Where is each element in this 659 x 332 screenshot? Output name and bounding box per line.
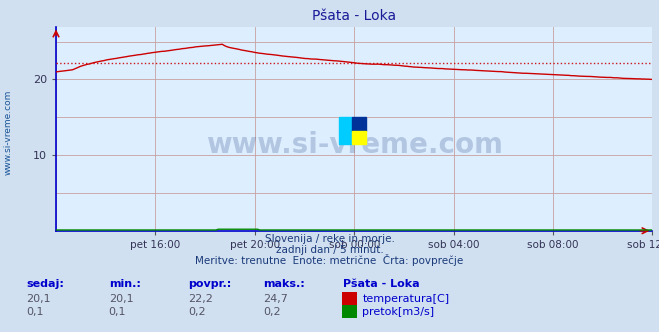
Text: www.si-vreme.com: www.si-vreme.com	[3, 90, 13, 176]
Text: 24,7: 24,7	[264, 294, 289, 304]
Text: temperatura[C]: temperatura[C]	[362, 294, 449, 304]
Text: Pšata - Loka: Pšata - Loka	[343, 279, 419, 289]
Text: www.si-vreme.com: www.si-vreme.com	[206, 131, 503, 159]
Bar	[353, 117, 366, 130]
Text: sedaj:: sedaj:	[26, 279, 64, 289]
Text: 22,2: 22,2	[188, 294, 213, 304]
Text: 0,1: 0,1	[26, 307, 44, 317]
Text: pretok[m3/s]: pretok[m3/s]	[362, 307, 434, 317]
Text: maks.:: maks.:	[264, 279, 305, 289]
Text: min.:: min.:	[109, 279, 140, 289]
Text: 0,2: 0,2	[264, 307, 281, 317]
Text: Meritve: trenutne  Enote: metrične  Črta: povprečje: Meritve: trenutne Enote: metrične Črta: …	[195, 254, 464, 266]
Bar	[339, 117, 353, 144]
Text: povpr.:: povpr.:	[188, 279, 231, 289]
Text: 20,1: 20,1	[109, 294, 133, 304]
Text: 0,1: 0,1	[109, 307, 127, 317]
Text: Slovenija / reke in morje.: Slovenija / reke in morje.	[264, 234, 395, 244]
Text: 20,1: 20,1	[26, 294, 51, 304]
Title: Pšata - Loka: Pšata - Loka	[312, 9, 396, 23]
Text: zadnji dan / 5 minut.: zadnji dan / 5 minut.	[275, 245, 384, 255]
Text: 0,2: 0,2	[188, 307, 206, 317]
Bar	[353, 130, 366, 144]
